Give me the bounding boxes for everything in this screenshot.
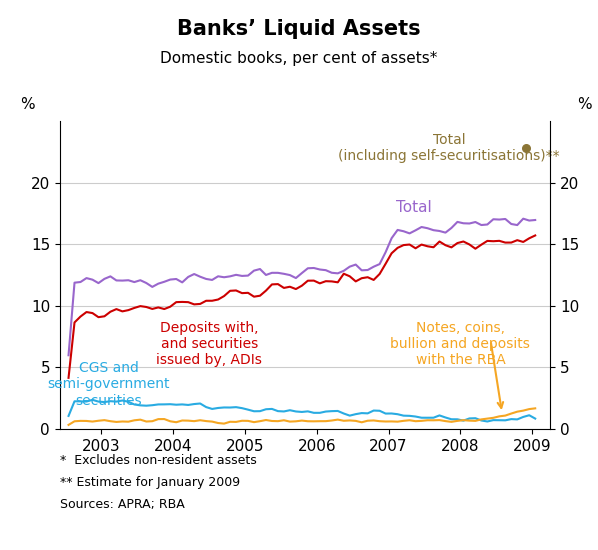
- Text: Notes, coins,
bullion and deposits
with the RBA: Notes, coins, bullion and deposits with …: [390, 321, 530, 367]
- Text: Banks’ Liquid Assets: Banks’ Liquid Assets: [177, 19, 421, 39]
- Text: Domestic books, per cent of assets*: Domestic books, per cent of assets*: [160, 51, 438, 65]
- Text: ** Estimate for January 2009: ** Estimate for January 2009: [60, 476, 240, 489]
- Text: %: %: [20, 97, 35, 112]
- Text: Total: Total: [396, 200, 432, 215]
- Point: [521, 144, 531, 152]
- Text: Deposits with,
and securities
issued by, ADIs: Deposits with, and securities issued by,…: [156, 321, 262, 367]
- Text: *  Excludes non-resident assets: * Excludes non-resident assets: [60, 454, 257, 467]
- Text: %: %: [577, 97, 592, 112]
- Text: CGS and
semi-government
securities: CGS and semi-government securities: [47, 361, 170, 408]
- Text: Sources: APRA; RBA: Sources: APRA; RBA: [60, 498, 185, 511]
- Text: Total
(including self-securitisations)**: Total (including self-securitisations)**: [338, 133, 560, 163]
